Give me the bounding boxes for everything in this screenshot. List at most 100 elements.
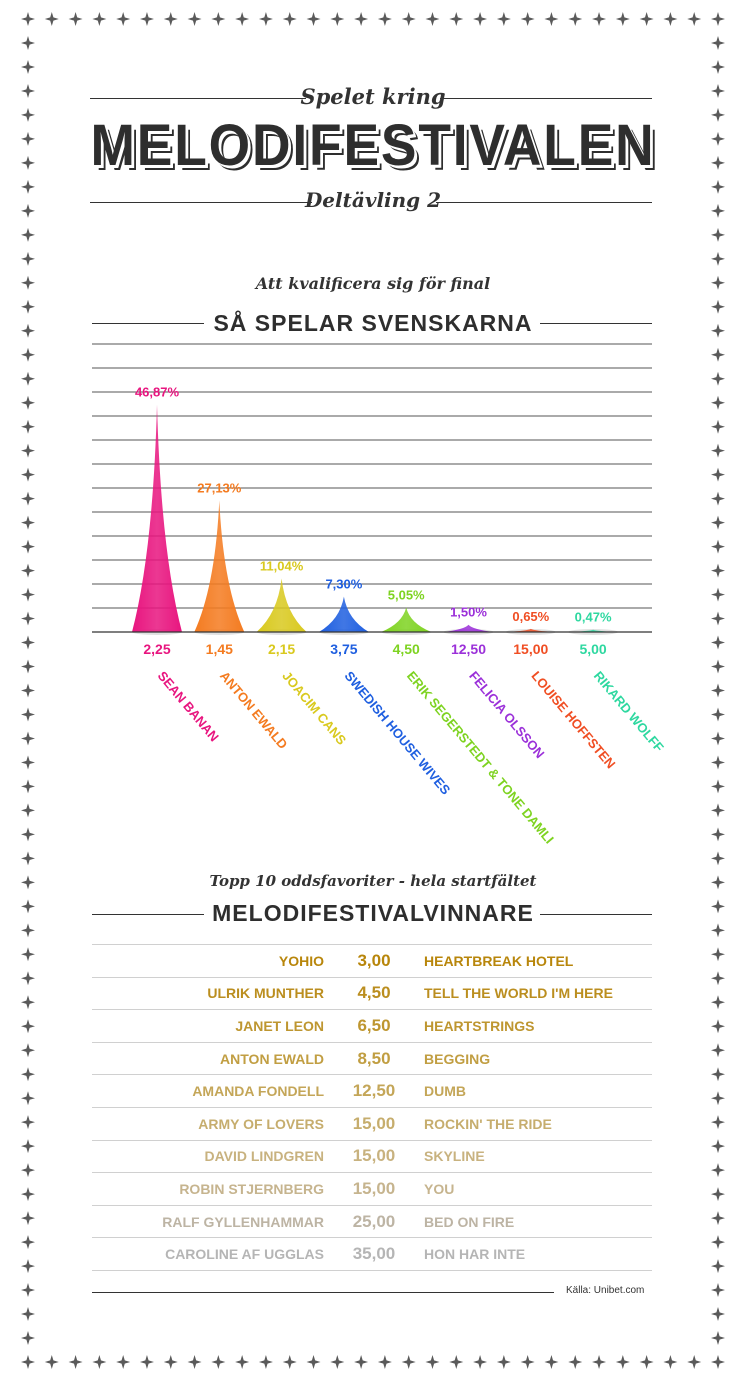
table-row: JANET LEON 6,50 HEARTSTRINGS (92, 1009, 652, 1043)
artist-name: CAROLINE AF UGGLAS (165, 1246, 324, 1263)
star-icon (592, 1355, 607, 1369)
bar-odds-label: 3,75 (330, 641, 357, 657)
star-icon (711, 1211, 725, 1226)
star-icon (211, 1355, 226, 1369)
star-icon (401, 12, 416, 26)
star-icon (354, 12, 369, 26)
star-icon (711, 251, 725, 266)
star-icon (139, 12, 154, 26)
chart-title-rule-left (92, 323, 204, 324)
odds-value: 15,00 (352, 1178, 396, 1198)
star-icon (306, 1355, 321, 1369)
star-icon (21, 563, 35, 578)
star-icon (711, 875, 725, 890)
star-icon (473, 12, 488, 26)
star-icon (639, 12, 654, 26)
star-icon (330, 1355, 345, 1369)
song-title: TELL THE WORLD I'M HERE (424, 985, 613, 1002)
star-icon (211, 12, 226, 26)
star-icon (711, 539, 725, 554)
star-icon (21, 395, 35, 410)
star-icon (711, 419, 725, 434)
song-title: SKYLINE (424, 1148, 485, 1165)
song-title: HEARTSTRINGS (424, 1017, 535, 1034)
odds-value: 25,00 (352, 1211, 396, 1231)
star-icon (21, 1235, 35, 1250)
song-title: BED ON FIRE (424, 1213, 515, 1230)
star-icon (377, 1355, 392, 1369)
star-icon (21, 275, 35, 290)
star-icon (21, 827, 35, 842)
star-icon (711, 779, 725, 794)
star-icon (21, 1307, 35, 1322)
star-icon (21, 875, 35, 890)
category-label: SWEDISH HOUSE WIVES (342, 668, 454, 797)
chart-bar (194, 500, 245, 632)
star-icon (711, 995, 725, 1010)
star-icon (711, 1115, 725, 1130)
star-icon (21, 299, 35, 314)
bar-odds-label: 12,50 (451, 641, 486, 657)
star-icon (116, 1355, 131, 1369)
star-icon (21, 851, 35, 866)
star-icon (21, 1163, 35, 1178)
chart-bar (256, 578, 307, 632)
star-icon (711, 179, 725, 194)
star-icon (711, 371, 725, 386)
star-icon (21, 1187, 35, 1202)
star-icon (258, 1355, 273, 1369)
star-icon (21, 371, 35, 386)
star-icon (711, 707, 725, 722)
star-icon (21, 683, 35, 698)
star-icon (449, 1355, 464, 1369)
chart-bar (381, 607, 432, 632)
odds-title-rule-left (92, 914, 204, 915)
star-icon (21, 659, 35, 674)
star-icon (711, 1163, 725, 1178)
star-icon (377, 12, 392, 26)
star-icon (282, 1355, 297, 1369)
star-icon (21, 755, 35, 770)
artist-name: YOHIO (278, 952, 324, 969)
table-row: ROBIN STJERNBERG 15,00 YOU (92, 1172, 652, 1206)
artist-name: ANTON EWALD (220, 1050, 324, 1067)
artist-name: ARMY OF LOVERS (198, 1115, 324, 1132)
subheader-rule-right (436, 202, 652, 203)
star-icon (711, 851, 725, 866)
star-icon (711, 755, 725, 770)
category-label: SEAN BANAN (155, 668, 222, 744)
star-icon (711, 443, 725, 458)
star-icon (21, 899, 35, 914)
star-icon (21, 1283, 35, 1298)
star-icon (473, 1355, 488, 1369)
odds-value: 8,50 (357, 1048, 391, 1068)
category-label: ANTON EWALD (217, 668, 291, 752)
chart-bar (318, 596, 369, 632)
star-icon (21, 467, 35, 482)
star-icon (711, 1355, 725, 1369)
star-icon (21, 539, 35, 554)
star-icon (139, 1355, 154, 1369)
bar-value-label: 11,04% (260, 558, 304, 573)
star-icon (711, 83, 725, 98)
star-icon (354, 1355, 369, 1369)
odds-kicker: Topp 10 oddsfavoriter - hela startfältet (209, 872, 537, 890)
star-icon (116, 12, 131, 26)
bar-value-label: 27,13% (197, 480, 242, 495)
star-icon (163, 12, 178, 26)
star-icon (711, 203, 725, 218)
chart-title: SÅ SPELAR SVENSKARNA (213, 310, 533, 336)
star-icon (568, 12, 583, 26)
odds-value: 15,00 (352, 1146, 396, 1166)
bar-value-label: 46,87% (135, 385, 180, 400)
star-icon (687, 12, 702, 26)
star-icon (711, 299, 725, 314)
chart-bar (132, 404, 182, 632)
star-icon (711, 59, 725, 74)
star-icon (21, 12, 35, 26)
bar-odds-label: 2,15 (268, 641, 295, 657)
bar-value-label: 0,65% (512, 609, 549, 624)
star-icon (401, 1355, 416, 1369)
star-icon (68, 1355, 83, 1369)
table-row: DAVID LINDGREN 15,00 SKYLINE (92, 1140, 652, 1173)
